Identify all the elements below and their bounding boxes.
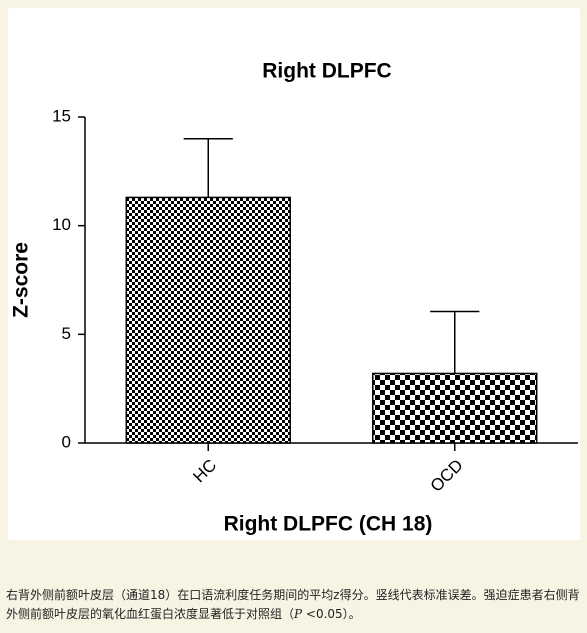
caption-text: 右背外侧前额叶皮层（通道18）在口语流利度任务期间的平均z得分。竖线代表标准误差… [6, 588, 580, 621]
chart-title: Right DLPFC [262, 60, 391, 83]
y-tick-label: 15 [52, 106, 71, 125]
bar [372, 372, 538, 444]
bar [125, 196, 291, 444]
y-axis-title: Z-score [10, 242, 33, 318]
caption-text: <0.05）。 [302, 607, 361, 621]
x-axis-title: Right DLPFC (CH 18) [224, 513, 433, 536]
y-tick-label: 5 [62, 324, 71, 343]
y-tick-label: 0 [62, 432, 71, 451]
caption: 右背外侧前额叶皮层（通道18）在口语流利度任务期间的平均z得分。竖线代表标准误差… [6, 586, 581, 624]
y-tick-label: 10 [52, 215, 71, 234]
caption-p: P [294, 607, 303, 621]
chart: Right DLPFC Right DLPFC (CH 18) Z-score … [8, 8, 580, 540]
plot-background [8, 8, 580, 540]
